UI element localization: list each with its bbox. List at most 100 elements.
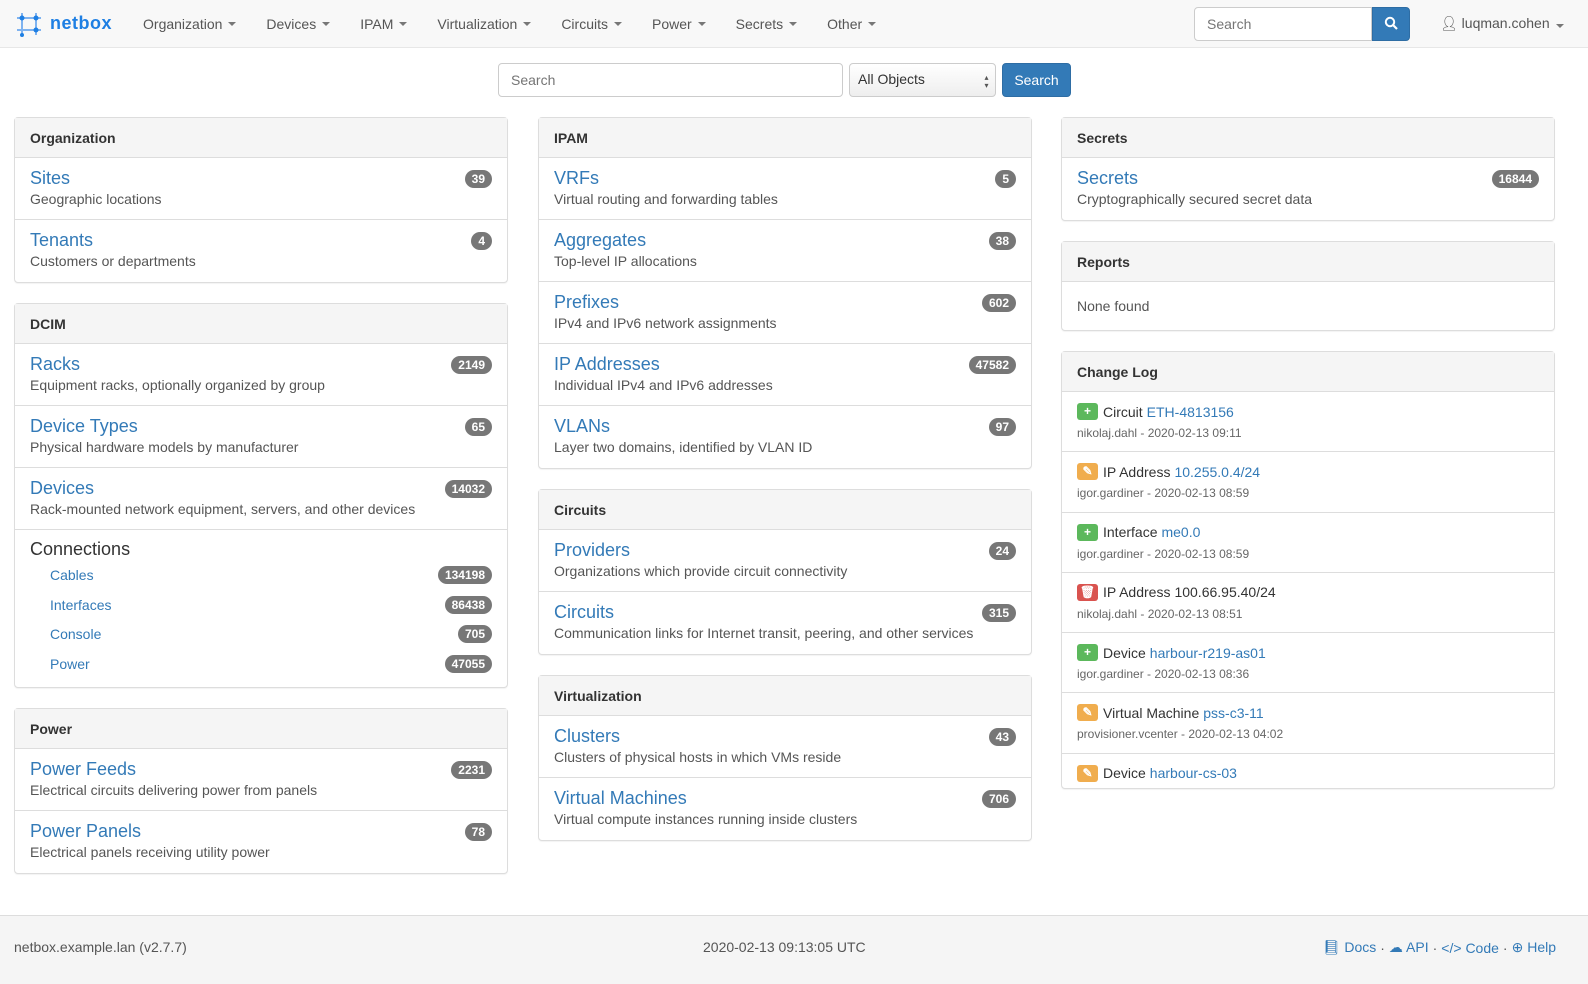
object-link[interactable]: harbour-cs-03 bbox=[1149, 765, 1237, 782]
list-item: Circuits Communication links for Internet… bbox=[539, 592, 1031, 654]
panel-reports: Reports None found bbox=[1061, 241, 1555, 331]
object-link[interactable]: me0.0 bbox=[1161, 524, 1201, 541]
object-type-select[interactable]: All Objects bbox=[849, 63, 996, 97]
count-badge: 47055 bbox=[444, 654, 492, 673]
item-description: Individual IPv4 and IPv6 addresses bbox=[554, 377, 773, 393]
changelog-entry: ✎ IP Address 10.255.0.4/24 igor.gardiner - … bbox=[1062, 452, 1554, 513]
pencil-icon: ✎ bbox=[1077, 463, 1098, 481]
link-vlans[interactable]: VLANs bbox=[554, 416, 611, 436]
menu-devices[interactable]: Devices bbox=[251, 0, 345, 48]
object-link[interactable]: pss-c3-11 bbox=[1203, 704, 1264, 721]
count-badge: 86438 bbox=[444, 595, 492, 614]
menu-power[interactable]: Power bbox=[637, 0, 721, 48]
user-menu[interactable]: 👤︎ luqman.cohen bbox=[1440, 15, 1564, 32]
list-item: Tenants Customers or departments 4 bbox=[15, 220, 507, 282]
code-link[interactable]: </> Code bbox=[1441, 939, 1499, 956]
link-providers[interactable]: Providers bbox=[554, 540, 631, 560]
list-item: Clusters Clusters of physical hosts in wh… bbox=[539, 716, 1031, 778]
trash-icon: 🗑︎ bbox=[1077, 583, 1098, 601]
object-link[interactable]: 10.255.0.4/24 bbox=[1174, 463, 1261, 480]
footer-hostname: netbox.example.lan (v2.7.7) bbox=[14, 939, 187, 955]
lifebuoy-icon: ⊕ bbox=[1511, 939, 1524, 955]
link-secrets[interactable]: Secrets bbox=[1077, 168, 1139, 188]
main-menu: Organization Devices IPAM Virtualization Cir… bbox=[128, 0, 891, 48]
changelog-list[interactable]: + Circuit ETH-4813156 nikolaj.dahl - 2020-0… bbox=[1062, 392, 1554, 788]
menu-circuits[interactable]: Circuits bbox=[546, 0, 637, 48]
link-racks[interactable]: Racks bbox=[30, 354, 81, 374]
panel-dcim: DCIM Racks Equipment racks, optionally org… bbox=[14, 303, 508, 688]
navbar-search-button[interactable] bbox=[1372, 7, 1410, 41]
link-sites[interactable]: Sites bbox=[30, 168, 71, 188]
link-power-panels[interactable]: Power Panels bbox=[30, 821, 142, 841]
username: luqman.cohen bbox=[1461, 15, 1550, 31]
search-button[interactable]: Search bbox=[1002, 63, 1071, 97]
link-aggregates[interactable]: Aggregates bbox=[554, 230, 647, 250]
api-link[interactable]: ☁ API bbox=[1388, 939, 1429, 955]
object-type: IP Address bbox=[1103, 584, 1171, 601]
count-badge: 706 bbox=[981, 790, 1016, 808]
footer-time: 2020-02-13 09:13:05 UTC bbox=[703, 939, 866, 955]
changelog-meta: provisioner.vcenter - 2020-02-13 04:02 bbox=[1077, 727, 1284, 742]
link-cables[interactable]: Cables bbox=[50, 567, 94, 583]
middle-column: IPAM VRFs Virtual routing and forwarding t… bbox=[538, 117, 1032, 861]
search-input[interactable] bbox=[498, 63, 843, 97]
brand-name: netbox bbox=[50, 13, 113, 33]
link-power[interactable]: Power bbox=[50, 655, 90, 672]
connections-section: Connections Cables 134198 Interfaces 86438 Co… bbox=[15, 530, 507, 687]
caret-down-icon bbox=[613, 21, 622, 26]
menu-organization[interactable]: Organization bbox=[128, 0, 251, 48]
link-devices[interactable]: Devices bbox=[30, 478, 95, 498]
link-tenants[interactable]: Tenants bbox=[30, 230, 94, 250]
link-power-feeds[interactable]: Power Feeds bbox=[30, 759, 137, 779]
panel-changelog: Change Log + Circuit ETH-4813156 nikolaj.da… bbox=[1061, 351, 1555, 789]
object-type: Device bbox=[1103, 765, 1146, 782]
item-description: IPv4 and IPv6 network assignments bbox=[554, 315, 777, 331]
item-description: Layer two domains, identified by VLAN ID bbox=[554, 439, 813, 455]
panel-heading: DCIM bbox=[15, 304, 507, 344]
object-link[interactable]: harbour-r219-as01 bbox=[1149, 644, 1266, 661]
object-link[interactable]: ETH-4813156 bbox=[1146, 403, 1234, 420]
link-ip-addresses[interactable]: IP Addresses bbox=[554, 354, 660, 374]
list-item: Virtual Machines Virtual compute instance… bbox=[539, 778, 1031, 840]
book-icon: 📘︎ bbox=[1322, 939, 1341, 955]
link-vrfs[interactable]: VRFs bbox=[554, 168, 599, 188]
count-badge: 602 bbox=[981, 294, 1016, 312]
count-badge: 315 bbox=[981, 604, 1016, 622]
plus-icon: + bbox=[1077, 644, 1098, 662]
changelog-entry: + Interface me0.0 igor.gardiner - 2020-02-1… bbox=[1062, 513, 1554, 573]
item-description: Clusters of physical hosts in which VMs … bbox=[554, 749, 842, 765]
object-name: 100.66.95.40/24 bbox=[1174, 584, 1276, 601]
link-prefixes[interactable]: Prefixes bbox=[554, 292, 620, 312]
link-virtual-machines[interactable]: Virtual Machines bbox=[554, 788, 687, 808]
count-badge: 14032 bbox=[444, 480, 492, 498]
menu-other[interactable]: Other bbox=[812, 0, 891, 48]
changelog-entry: 🗑︎ IP Address 100.66.95.40/24 nikolaj.dahl … bbox=[1062, 573, 1554, 634]
link-console[interactable]: Console bbox=[50, 626, 102, 642]
help-link[interactable]: ⊕ Help bbox=[1511, 939, 1556, 955]
list-item: VLANs Layer two domains, identified by VL… bbox=[539, 406, 1031, 468]
panel-heading: Secrets bbox=[1062, 118, 1554, 158]
brand-logo[interactable]: netbox bbox=[14, 9, 112, 39]
panel-circuits: Circuits Providers Organizations which pro… bbox=[538, 489, 1032, 655]
link-interfaces[interactable]: Interfaces bbox=[50, 596, 112, 613]
count-badge: 24 bbox=[988, 542, 1016, 560]
count-badge: 97 bbox=[988, 418, 1016, 436]
link-device-types[interactable]: Device Types bbox=[30, 416, 138, 436]
count-badge: 2149 bbox=[451, 356, 492, 374]
count-badge: 134198 bbox=[437, 566, 492, 584]
docs-link[interactable]: 📘︎ Docs bbox=[1322, 939, 1377, 955]
object-type: Device bbox=[1103, 644, 1146, 661]
item-description: Virtual routing and forwarding tables bbox=[554, 191, 778, 207]
menu-ipam[interactable]: IPAM bbox=[345, 0, 422, 48]
panel-heading: IPAM bbox=[539, 118, 1031, 158]
panel-ipam: IPAM VRFs Virtual routing and forwarding t… bbox=[538, 117, 1032, 469]
link-circuits[interactable]: Circuits bbox=[554, 602, 615, 622]
caret-down-icon bbox=[1555, 24, 1564, 28]
navbar-search-input[interactable] bbox=[1194, 7, 1372, 41]
count-badge: 78 bbox=[464, 823, 492, 841]
item-description: Electrical panels receiving utility powe… bbox=[30, 844, 270, 860]
menu-secrets[interactable]: Secrets bbox=[721, 0, 812, 48]
item-description: Equipment racks, optionally organized by… bbox=[30, 377, 325, 393]
menu-virtualization[interactable]: Virtualization bbox=[422, 0, 546, 48]
link-clusters[interactable]: Clusters bbox=[554, 726, 621, 746]
